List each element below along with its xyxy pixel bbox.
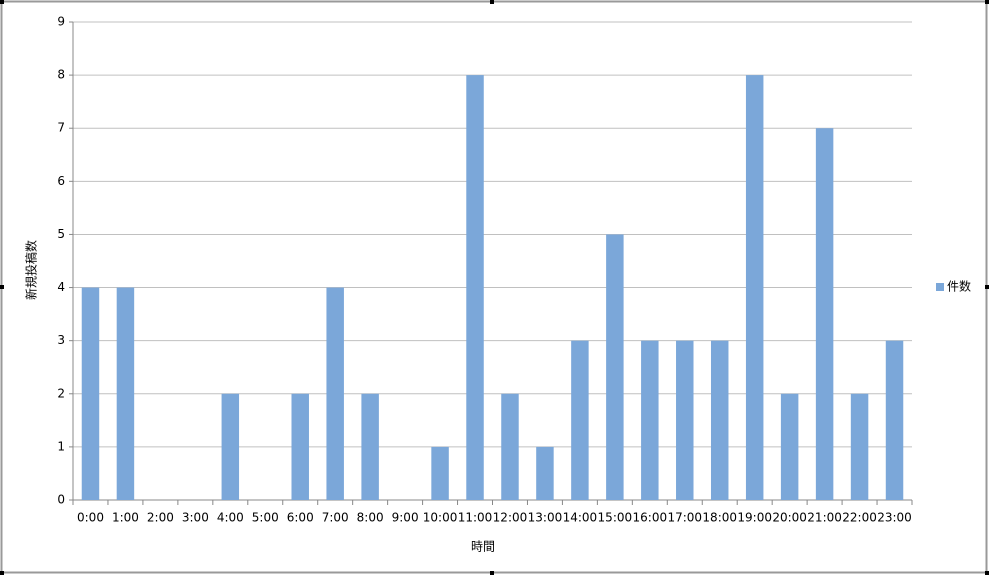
x-tick-label: 20:00 <box>772 511 807 525</box>
bar <box>780 393 799 500</box>
x-tick-label: 23:00 <box>877 511 912 525</box>
x-tick-label: 12:00 <box>493 511 528 525</box>
x-tick-label: 10:00 <box>423 511 458 525</box>
y-tick-label: 5 <box>57 227 65 241</box>
x-tick-label: 5:00 <box>252 511 279 525</box>
x-tick-label: 17:00 <box>667 511 702 525</box>
x-tick-label: 14:00 <box>563 511 598 525</box>
x-tick-label: 22:00 <box>842 511 877 525</box>
bar <box>81 287 100 500</box>
x-tick-label: 7:00 <box>322 511 349 525</box>
x-tick-label: 6:00 <box>287 511 314 525</box>
x-tick-label: 13:00 <box>528 511 563 525</box>
bar <box>501 393 519 500</box>
y-tick-label: 7 <box>57 121 65 135</box>
bar <box>326 287 344 500</box>
y-tick-label: 3 <box>57 333 65 347</box>
bar <box>431 446 449 500</box>
legend-marker <box>936 283 944 291</box>
y-tick-label: 2 <box>57 386 65 400</box>
x-tick-label: 18:00 <box>702 511 737 525</box>
y-tick-label: 0 <box>57 493 65 507</box>
x-tick-label: 16:00 <box>633 511 668 525</box>
x-tick-label: 0:00 <box>77 511 104 525</box>
bar <box>571 340 589 500</box>
y-axis-label: 新規投稿数 <box>24 240 39 300</box>
x-tick-label: 9:00 <box>392 511 419 525</box>
bar <box>850 393 869 500</box>
bar <box>885 340 904 500</box>
y-tick-label: 4 <box>57 280 65 294</box>
bar <box>676 340 694 500</box>
bar <box>116 287 135 500</box>
y-tick-label: 9 <box>57 15 65 29</box>
bar <box>710 340 729 500</box>
bar <box>815 128 834 500</box>
legend-label: 件数 <box>947 279 971 294</box>
x-tick-label: 15:00 <box>598 511 633 525</box>
y-tick-label: 8 <box>57 68 65 82</box>
bar <box>745 75 764 500</box>
x-tick-label: 4:00 <box>217 511 244 525</box>
bar <box>221 393 240 500</box>
x-tick-label: 3:00 <box>182 511 209 525</box>
y-tick-label: 6 <box>57 174 65 188</box>
x-tick-label: 19:00 <box>737 511 772 525</box>
bar <box>466 75 484 500</box>
x-tick-label: 21:00 <box>807 511 842 525</box>
bar <box>641 340 659 500</box>
bar <box>361 393 379 500</box>
bar <box>606 234 624 500</box>
x-tick-label: 8:00 <box>357 511 384 525</box>
bar <box>291 393 309 500</box>
x-axis-label: 時間 <box>471 540 495 554</box>
bar <box>536 446 554 500</box>
x-tick-label: 11:00 <box>458 511 493 525</box>
y-tick-label: 1 <box>57 439 65 453</box>
x-tick-label: 1:00 <box>112 511 139 525</box>
x-tick-label: 2:00 <box>147 511 174 525</box>
